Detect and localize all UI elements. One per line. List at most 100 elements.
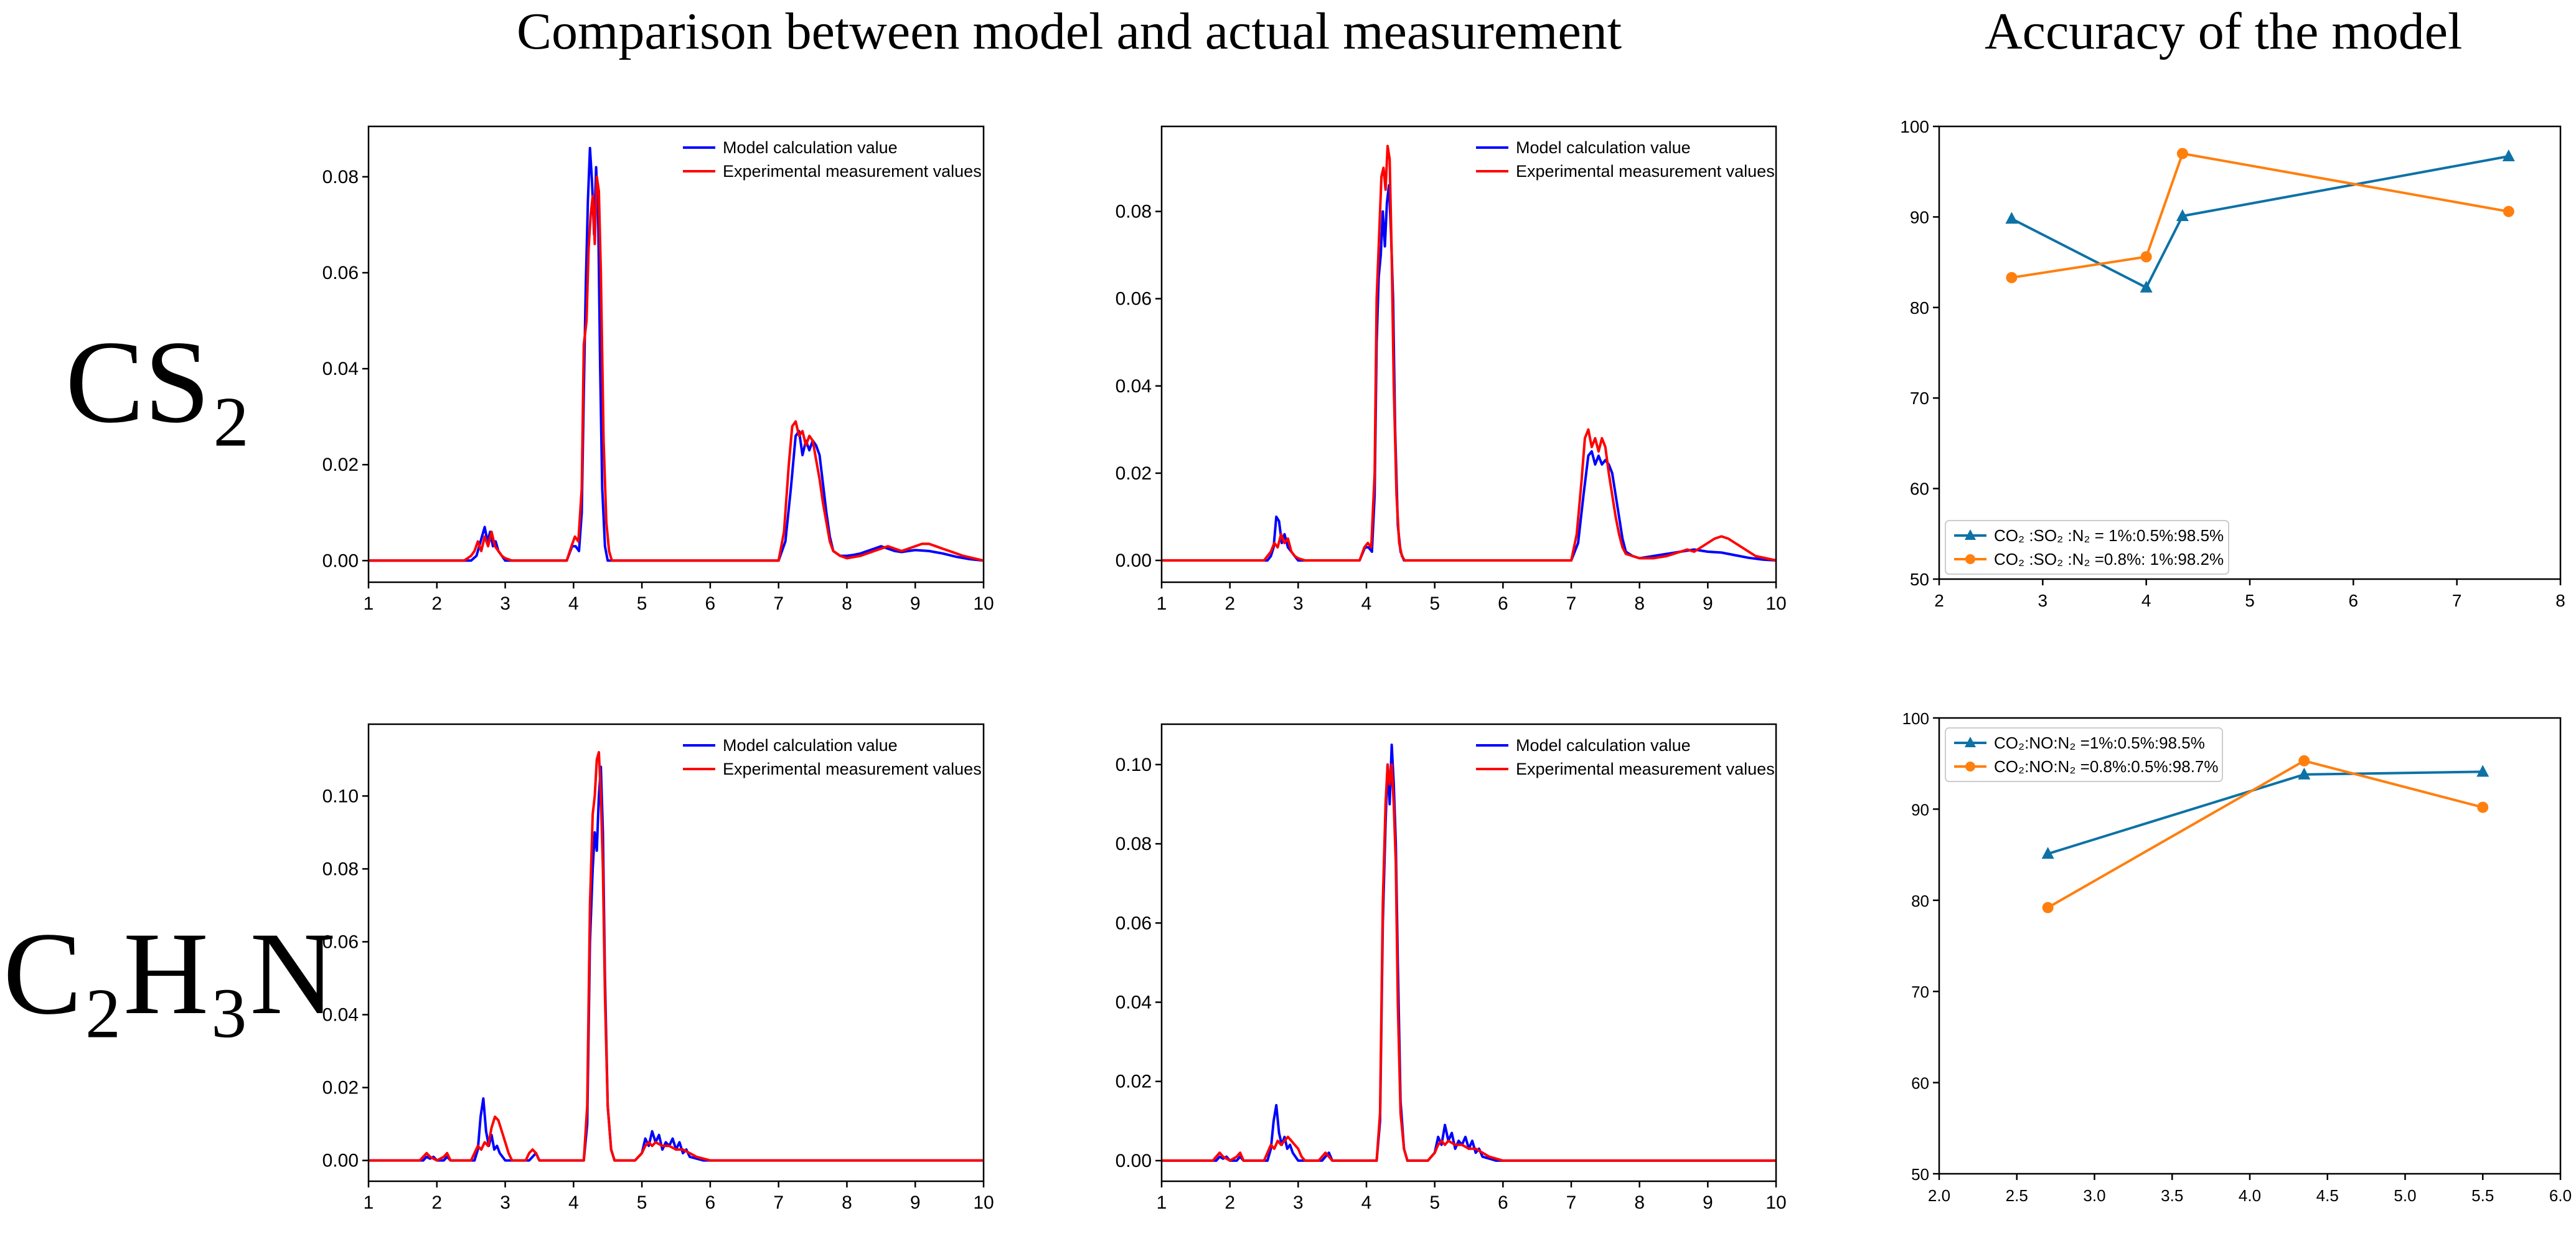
y-tick-label: 0.10: [1116, 755, 1152, 775]
y-tick-label: 0.10: [322, 786, 359, 806]
x-tick-label: 6: [1498, 1192, 1508, 1213]
series-line-2: [1162, 144, 1777, 562]
x-tick-label: 6: [1498, 593, 1508, 614]
y-tick-label: 0.00: [322, 550, 359, 571]
y-tick-label: 70: [1911, 983, 1929, 1001]
x-tick-label: 3: [1293, 1192, 1304, 1213]
y-tick-label: 70: [1910, 389, 1929, 408]
series-line-2: [369, 175, 984, 562]
x-tick-label: 6: [705, 1192, 716, 1213]
data-point-triangle: [2298, 767, 2311, 780]
data-point-circle: [2176, 148, 2188, 159]
y-tick-label: 0.00: [1116, 1151, 1152, 1171]
series-line-2: [1162, 763, 1776, 1162]
y-tick-label: 0.06: [322, 263, 359, 283]
y-tick-label: 0.00: [1116, 550, 1152, 571]
y-tick-label: 60: [1911, 1074, 1929, 1093]
plot-frame: [1160, 125, 1777, 583]
y-tick-label: 90: [1911, 800, 1929, 819]
x-tick-label: 5: [1429, 1192, 1440, 1213]
x-tick-label: 3: [1293, 593, 1304, 614]
series-line-2: [2011, 152, 2509, 279]
data-point-circle: [2006, 271, 2018, 283]
x-tick-label: 5: [637, 1192, 647, 1213]
x-tick-label: 3: [500, 593, 510, 614]
x-tick-label: 9: [910, 593, 921, 614]
x-tick-label: 10: [1765, 593, 1786, 614]
plot-frame: [367, 723, 985, 1182]
x-tick-label: 1: [364, 1192, 374, 1213]
y-tick-label: 90: [1910, 207, 1929, 227]
y-tick-label: 0.06: [1116, 913, 1152, 933]
x-tick-label: 9: [1703, 593, 1713, 614]
accuracy-title: Accuracy of the model: [1985, 2, 2463, 60]
x-tick-label: 3: [500, 1192, 510, 1213]
x-tick-label: 2: [431, 593, 442, 614]
data-point-triangle: [2476, 765, 2489, 777]
legend-box: [1945, 727, 2223, 782]
x-tick-label: 4: [2141, 591, 2151, 610]
data-point-triangle: [2140, 280, 2153, 293]
legend-label: CO₂:NO:N₂ =1%:0.5%:98.5%: [1994, 734, 2205, 752]
legend-label: Experimental measurement values: [723, 760, 982, 778]
y-tick-label: 0.08: [1116, 202, 1152, 222]
x-tick-label: 4: [1361, 593, 1372, 614]
x-tick-label: 5: [1429, 593, 1440, 614]
y-tick-label: 80: [1911, 892, 1929, 910]
data-point-triangle: [2502, 149, 2515, 161]
y-tick-label: 0.08: [1116, 834, 1152, 854]
x-tick-label: 5: [2245, 591, 2255, 610]
x-tick-label: 7: [1566, 1192, 1577, 1213]
legend-label: Model calculation value: [723, 736, 898, 755]
legend-marker-circle: [1965, 554, 1975, 564]
x-tick-label: 9: [1703, 1192, 1713, 1213]
legend-box: [1945, 520, 2229, 575]
row-label-c2h3n: C₂H₃N: [3, 909, 336, 1039]
x-tick-label: 2: [1225, 593, 1235, 614]
x-tick-label: 4.5: [2316, 1186, 2339, 1205]
y-tick-label: 0.06: [1116, 289, 1152, 309]
legend-label: Model calculation value: [1516, 138, 1691, 157]
y-tick-label: 50: [1911, 1165, 1929, 1184]
x-tick-label: 8: [1634, 593, 1645, 614]
legend-marker-triangle: [1965, 737, 1976, 747]
x-tick-label: 7: [773, 1192, 784, 1213]
plot-frame: [1938, 717, 2562, 1175]
legend-label: Model calculation value: [723, 138, 898, 157]
data-point-triangle: [2176, 209, 2189, 221]
x-tick-label: 8: [842, 1192, 852, 1213]
y-tick-label: 0.02: [322, 1078, 359, 1098]
plot-frame: [1160, 723, 1777, 1182]
x-tick-label: 3: [2038, 591, 2048, 610]
legend-label: Experimental measurement values: [1516, 760, 1775, 778]
legend-label: Model calculation value: [1516, 736, 1691, 755]
x-tick-label: 6: [2349, 591, 2359, 610]
y-tick-label: 0.02: [1116, 463, 1152, 484]
y-tick-label: 0.08: [322, 859, 359, 879]
x-tick-label: 1: [1157, 1192, 1167, 1213]
x-tick-label: 5: [637, 593, 647, 614]
y-tick-label: 80: [1910, 298, 1929, 318]
legend-label: Experimental measurement values: [1516, 162, 1775, 181]
x-tick-label: 2: [431, 1192, 442, 1213]
x-tick-label: 10: [973, 593, 994, 614]
x-tick-label: 3.5: [2161, 1186, 2183, 1205]
x-tick-label: 1: [364, 593, 374, 614]
y-tick-label: 0.04: [322, 359, 359, 379]
x-tick-label: 10: [973, 1192, 994, 1213]
x-tick-label: 2: [1225, 1192, 1235, 1213]
y-tick-label: 0.04: [322, 1005, 359, 1026]
data-point-circle: [2140, 251, 2152, 263]
x-tick-label: 9: [910, 1192, 921, 1213]
y-tick-label: 0.04: [1116, 993, 1152, 1013]
plot-frame: [367, 125, 985, 583]
data-point-triangle: [2005, 212, 2018, 224]
x-tick-label: 8: [842, 593, 852, 614]
y-tick-label: 100: [1902, 709, 1929, 728]
data-point-circle: [2042, 902, 2054, 913]
y-tick-label: 0.02: [322, 455, 359, 475]
